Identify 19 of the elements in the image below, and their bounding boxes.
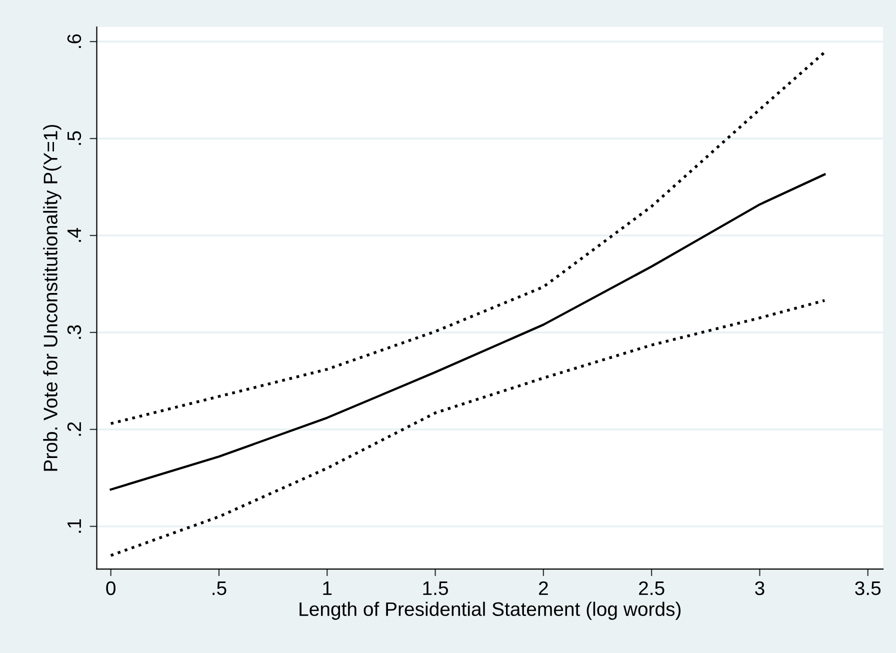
x-tick-label: 1.5 — [423, 582, 448, 596]
y-tick-label: .2 — [67, 422, 81, 436]
x-tick-label: 0 — [106, 581, 116, 596]
x-tick-label: 3 — [755, 581, 764, 596]
x-tick-label: 3.5 — [855, 581, 881, 596]
y-tick-label: .5 — [68, 131, 82, 145]
y-tick-label: .4 — [68, 228, 81, 242]
x-tick-label: 2 — [538, 581, 548, 595]
y-tick-label: .3 — [67, 325, 82, 339]
line-series — [109, 299, 826, 557]
y-axis-title: Prob. Vote for Unconstitutionality P(Y=1) — [43, 124, 62, 471]
x-axis-title: Length of Presidential Statement (log words) — [300, 602, 681, 620]
y-tick-label: .6 — [67, 34, 82, 48]
x-tick-label: 2.5 — [639, 581, 664, 596]
y-tick-label: .1 — [68, 519, 81, 533]
x-tick-label: 1 — [323, 582, 332, 595]
x-tick-label: .5 — [212, 582, 226, 596]
line-series — [109, 50, 826, 425]
line-series — [110, 173, 826, 491]
